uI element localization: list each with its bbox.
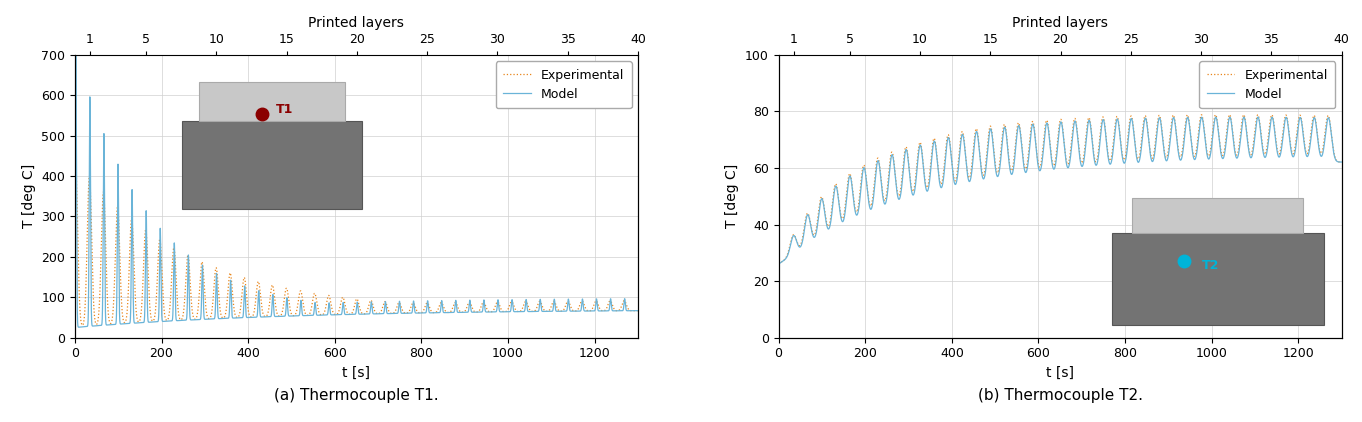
Model (498, 309, 515, 314)
Experimental (104, 320, 120, 325)
Y-axis label: T [deg C]: T [deg C] (22, 164, 35, 228)
Model (1201, 154, 1218, 159)
Experimental (67, 155, 83, 160)
Experimental (1333, 160, 1350, 165)
Experimental (1061, 155, 1077, 160)
Line: Experimental: Experimental (75, 158, 637, 325)
Experimental (1222, 112, 1238, 117)
Model (1061, 160, 1077, 165)
Model (1294, 121, 1310, 126)
Line: Experimental: Experimental (779, 115, 1342, 264)
X-axis label: Printed layers: Printed layers (1012, 16, 1109, 30)
Model (629, 308, 646, 313)
Experimental (1294, 120, 1310, 125)
Legend: Experimental, Model: Experimental, Model (1200, 61, 1335, 108)
Experimental (358, 311, 375, 316)
Model (881, 168, 898, 173)
Model (358, 311, 375, 316)
Experimental (629, 308, 646, 313)
Model (590, 308, 606, 313)
Experimental (75, 323, 91, 328)
Model (806, 234, 823, 239)
Line: Model: Model (779, 117, 1342, 264)
Line: Model: Model (75, 53, 637, 327)
Model (802, 221, 819, 226)
X-axis label: Printed layers: Printed layers (308, 16, 405, 30)
Model (771, 262, 787, 267)
Y-axis label: T [deg C]: T [deg C] (726, 164, 740, 228)
Experimental (178, 274, 195, 279)
Model (71, 325, 87, 330)
Legend: Experimental, Model: Experimental, Model (496, 61, 632, 108)
Experimental (590, 302, 606, 307)
Experimental (806, 231, 823, 236)
Experimental (771, 262, 787, 267)
X-axis label: t [s]: t [s] (342, 366, 370, 380)
Experimental (498, 309, 515, 314)
Model (178, 318, 195, 323)
Experimental (67, 159, 83, 164)
Experimental (1201, 150, 1218, 155)
Model (68, 50, 84, 55)
Model (104, 322, 120, 327)
Experimental (98, 279, 114, 284)
Model (1333, 160, 1350, 165)
Experimental (881, 162, 898, 167)
Text: (a) Thermocouple T1.: (a) Thermocouple T1. (274, 389, 439, 403)
Experimental (802, 220, 819, 225)
X-axis label: t [s]: t [s] (1046, 366, 1075, 380)
Model (98, 322, 114, 327)
Text: (b) Thermocouple T2.: (b) Thermocouple T2. (978, 389, 1143, 403)
Model (67, 212, 83, 217)
Model (1222, 114, 1238, 119)
